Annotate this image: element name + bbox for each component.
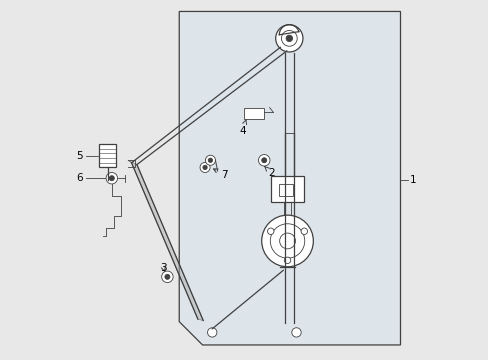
Circle shape [200,162,210,172]
Bar [278,184,292,196]
Circle shape [208,158,212,162]
Text: 6: 6 [76,173,82,183]
Bar [244,108,264,119]
Circle shape [285,35,292,41]
Bar [271,176,303,202]
Polygon shape [179,12,400,345]
Circle shape [162,271,173,283]
Text: 3: 3 [160,263,166,273]
Circle shape [261,158,266,163]
Circle shape [267,228,273,234]
Circle shape [301,228,307,234]
Circle shape [109,176,114,181]
Circle shape [284,257,290,264]
Circle shape [106,172,117,184]
Circle shape [258,154,269,166]
Circle shape [207,328,217,337]
Text: 5: 5 [76,150,82,161]
Text: 2: 2 [264,167,274,178]
Circle shape [164,274,169,279]
Text: 4: 4 [239,120,246,135]
Circle shape [203,165,207,170]
Circle shape [291,328,301,337]
Polygon shape [128,160,203,320]
Circle shape [205,155,215,165]
Text: 7: 7 [213,169,227,180]
Bar [99,144,116,167]
Text: 1: 1 [408,175,415,185]
Circle shape [275,25,303,52]
Circle shape [261,215,313,267]
